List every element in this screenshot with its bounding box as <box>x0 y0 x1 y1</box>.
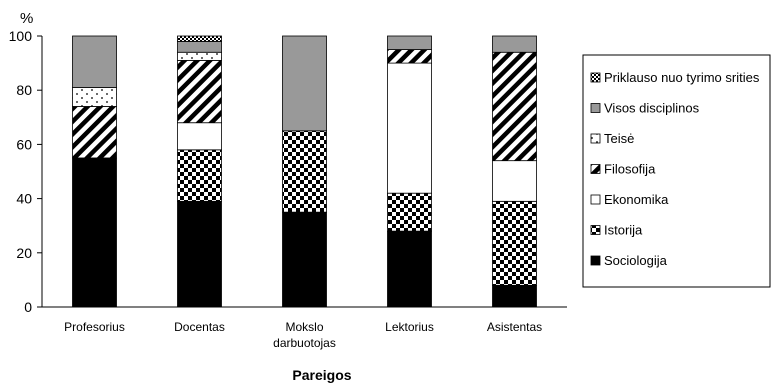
bar-segment <box>177 200 222 308</box>
bar-stack <box>492 35 537 308</box>
legend-box <box>582 54 771 288</box>
x-category-label: Asistentas <box>487 320 542 334</box>
x-category-label: darbuotojas <box>273 336 336 350</box>
bar-stack <box>177 35 222 308</box>
bar-segment <box>177 122 222 151</box>
legend-label: Teisė <box>604 131 634 146</box>
y-tick-label: 20 <box>16 245 32 261</box>
y-tick-label: 80 <box>16 82 32 98</box>
legend: Priklauso nuo tyrimo srities Visos discip… <box>582 54 771 288</box>
legend-label: Sociologija <box>604 253 668 268</box>
bar-segment <box>177 149 222 202</box>
y-tick-label: 0 <box>24 299 32 315</box>
y-tick-label: 60 <box>16 136 32 152</box>
legend-item: Priklauso nuo tyrimo srities <box>590 70 760 85</box>
legend-swatch <box>590 255 601 266</box>
legend-item: Istorija <box>590 223 643 238</box>
legend-label: Priklauso nuo tyrimo srities <box>604 70 760 85</box>
x-category-label: Lektorius <box>385 320 434 334</box>
legend-item: Teisė <box>590 131 634 146</box>
legend-item: Sociologija <box>590 253 668 268</box>
x-category-label: Docentas <box>174 320 225 334</box>
y-tick-label: 100 <box>9 28 33 44</box>
bar-segment <box>72 157 117 308</box>
bar-segment <box>492 160 537 202</box>
bar-stack <box>72 35 117 308</box>
legend-item: Filosofija <box>590 162 656 177</box>
bar-segment <box>492 284 537 308</box>
legend-swatch <box>590 72 601 83</box>
y-unit-label: % <box>20 10 33 27</box>
bars <box>72 35 537 308</box>
bar-segment <box>492 35 537 53</box>
y-tick-label: 40 <box>16 191 32 207</box>
legend-swatch <box>590 164 601 174</box>
bar-segment <box>387 62 432 194</box>
bar-segment <box>177 59 222 124</box>
legend-label: Filosofija <box>604 162 656 177</box>
bar-segment <box>387 230 432 308</box>
bar-segment <box>387 49 432 64</box>
legend-item: Visos disciplinos <box>590 101 700 116</box>
bar-segment <box>492 51 537 162</box>
bar-stack <box>387 35 432 308</box>
legend-swatch <box>590 103 601 113</box>
bar-segment <box>177 41 222 53</box>
legend-label: Istorija <box>604 223 643 238</box>
bar-segment <box>177 51 222 61</box>
x-axis-title: Pareigos <box>292 367 351 383</box>
legend-swatch <box>590 133 601 144</box>
bar-segment <box>72 87 117 107</box>
legend-item: Ekonomika <box>590 192 669 207</box>
legend-swatch <box>590 225 601 235</box>
bar-segment <box>72 35 117 88</box>
bar-stack <box>282 35 327 308</box>
legend-label: Ekonomika <box>604 192 669 207</box>
bar-segment <box>492 200 537 286</box>
x-category-label: Mokslo <box>285 320 323 334</box>
bar-segment <box>282 130 327 213</box>
legend-swatch <box>590 194 601 205</box>
bar-segment <box>177 35 222 42</box>
bar-segment <box>282 35 327 132</box>
legend-label: Visos disciplinos <box>604 101 700 116</box>
y-axis-ticks: 0 20 40 60 80 100 <box>9 28 42 315</box>
x-axis-labels: Profesorius Docentas Mokslo darbuotojas Lekt… <box>64 320 542 350</box>
bar-segment <box>282 211 327 308</box>
bar-segment <box>387 35 432 50</box>
bar-segment <box>72 106 117 159</box>
bar-segment <box>387 192 432 232</box>
x-category-label: Profesorius <box>64 320 125 334</box>
